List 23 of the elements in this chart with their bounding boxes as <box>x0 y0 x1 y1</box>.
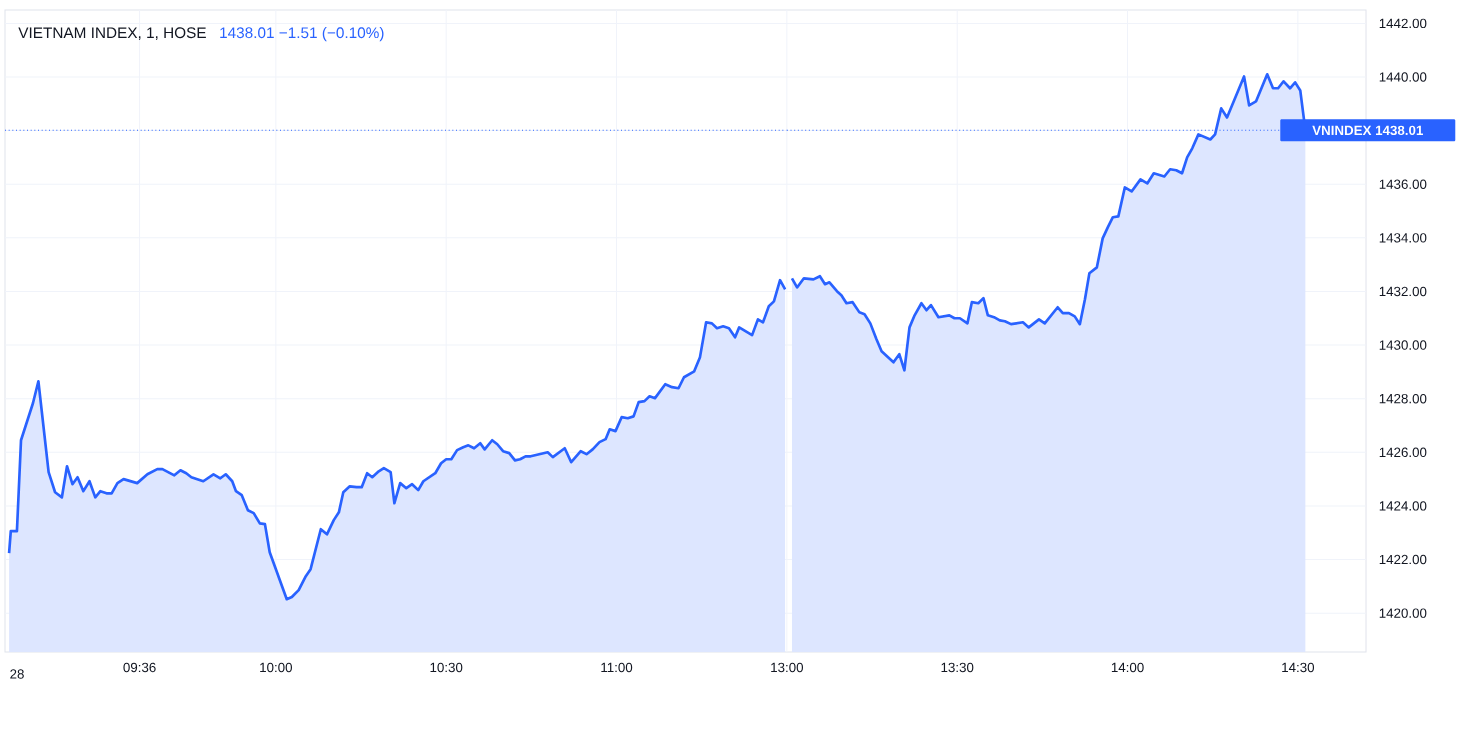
y-tick-label: 1424.00 <box>1379 501 1427 511</box>
x-tick-label: 13:30 <box>941 662 974 673</box>
x-tick-label: 14:00 <box>1111 662 1144 673</box>
text: 1438.01 −1.51 (−0.10%) <box>220 26 384 42</box>
y-tick-label: 1430.00 <box>1379 340 1427 350</box>
x-tick-label: 10:00 <box>260 662 293 673</box>
x-tick-label: 14:30 <box>1282 662 1315 673</box>
y-tick-label: 1442.00 <box>1379 18 1427 29</box>
ref-line-label: VNINDEX 1438.01 <box>1312 125 1423 136</box>
y-tick-label: 1422.00 <box>1379 554 1427 565</box>
y-tick-label: 1440.00 <box>1379 72 1427 82</box>
y-tick-label: 1434.00 <box>1379 233 1427 243</box>
text: VIETNAM INDEX, 1, HOSE <box>18 27 206 40</box>
y-tick-label: 1426.00 <box>1379 447 1427 458</box>
x-tick-label: 13:00 <box>771 662 804 673</box>
x-tick-label: 11:00 <box>601 662 633 673</box>
y-tick-label: 1432.00 <box>1379 286 1427 297</box>
text: 28 <box>10 669 24 679</box>
y-tick-label: 1436.00 <box>1379 179 1427 189</box>
x-tick-label: 10:30 <box>430 662 463 673</box>
x-tick-label: 09:36 <box>123 662 156 673</box>
y-tick-label: 1428.00 <box>1379 393 1427 404</box>
y-tick-label: 1420.00 <box>1379 608 1427 618</box>
